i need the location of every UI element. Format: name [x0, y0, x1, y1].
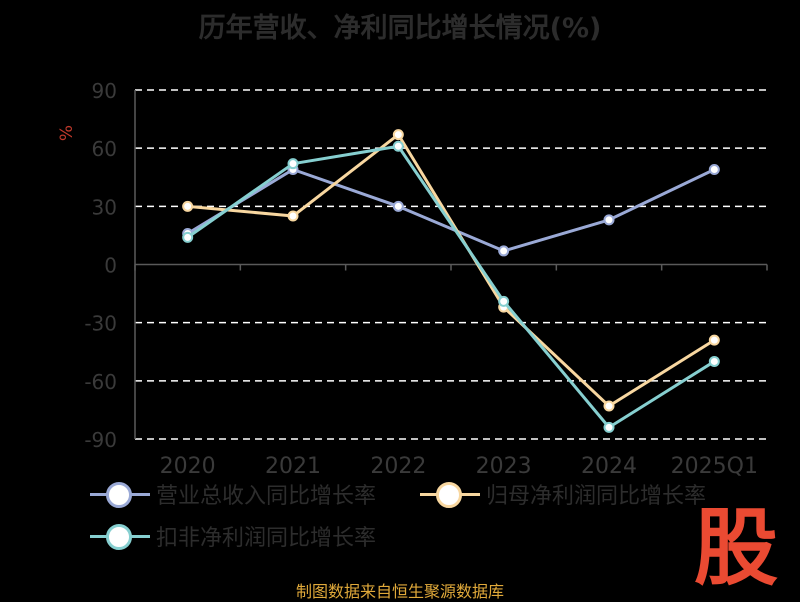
- series-line-2: [186, 144, 716, 429]
- y-tick-label: -60: [84, 370, 117, 394]
- data-point: [708, 355, 720, 367]
- data-point: [182, 200, 194, 212]
- legend-swatch-revenue: [88, 474, 152, 514]
- data-point: [603, 214, 615, 226]
- data-point: [182, 231, 194, 243]
- data-point: [708, 163, 720, 175]
- y-tick-label: 0: [104, 254, 117, 278]
- data-point: [498, 245, 510, 257]
- y-tick-label: 90: [92, 79, 117, 103]
- series-line-0: [186, 167, 715, 253]
- legend-swatch-deducted-profit: [88, 516, 152, 556]
- legend-label-revenue: 营业总收入同比增长率: [156, 484, 377, 509]
- x-tick-label: 2021: [265, 454, 321, 479]
- legend-item-deducted-profit[interactable]: 扣非净利润同比增长率: [88, 516, 376, 556]
- legend-label-deducted-profit: 扣非净利润同比增长率: [156, 526, 377, 551]
- data-point: [603, 400, 615, 412]
- data-point: [498, 295, 510, 307]
- watermark-logo: 股: [693, 499, 778, 597]
- legend-item-net-profit[interactable]: 归母净利润同比增长率: [418, 474, 706, 514]
- data-point: [603, 421, 615, 433]
- legend-item-revenue[interactable]: 营业总收入同比增长率: [88, 474, 376, 514]
- series-line-1: [187, 133, 716, 408]
- source-note: 制图数据来自恒生聚源数据库: [295, 582, 504, 601]
- legend-label-net-profit: 归母净利润同比增长率: [486, 484, 707, 509]
- chart-title: 历年营收、净利同比增长情况(%): [198, 13, 602, 44]
- y-tick-label: 60: [92, 137, 117, 161]
- data-point: [708, 334, 720, 346]
- y-tick-label: -90: [84, 428, 117, 452]
- x-tick-label: 2022: [370, 454, 426, 479]
- y-tick-label: 30: [92, 195, 117, 219]
- legend-swatch-net-profit: [418, 474, 482, 514]
- x-tick-label: 2025Q1: [671, 454, 758, 479]
- data-point: [392, 140, 404, 152]
- y-tick-label: -30: [84, 312, 117, 336]
- x-tick-label: 2024: [581, 454, 637, 479]
- x-tick-label: 2020: [160, 454, 216, 479]
- y-axis-label: %: [57, 125, 77, 141]
- data-point: [392, 129, 404, 141]
- data-point: [392, 200, 404, 212]
- data-point: [287, 210, 299, 222]
- x-tick-label: 2023: [476, 454, 532, 479]
- data-point: [287, 158, 299, 170]
